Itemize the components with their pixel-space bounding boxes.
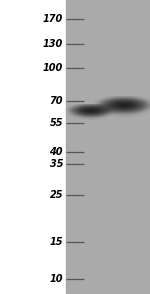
Text: 40: 40 [50,147,63,157]
Text: 15: 15 [50,237,63,247]
Text: 130: 130 [43,39,63,49]
Bar [66,0,150,294]
Text: 170: 170 [43,14,63,24]
Text: 10: 10 [50,274,63,284]
Text: 70: 70 [50,96,63,106]
Text: 35: 35 [50,159,63,169]
Text: 25: 25 [50,190,63,200]
Bar [0,0,66,294]
Text: 55: 55 [50,118,63,128]
Text: 100: 100 [43,63,63,73]
